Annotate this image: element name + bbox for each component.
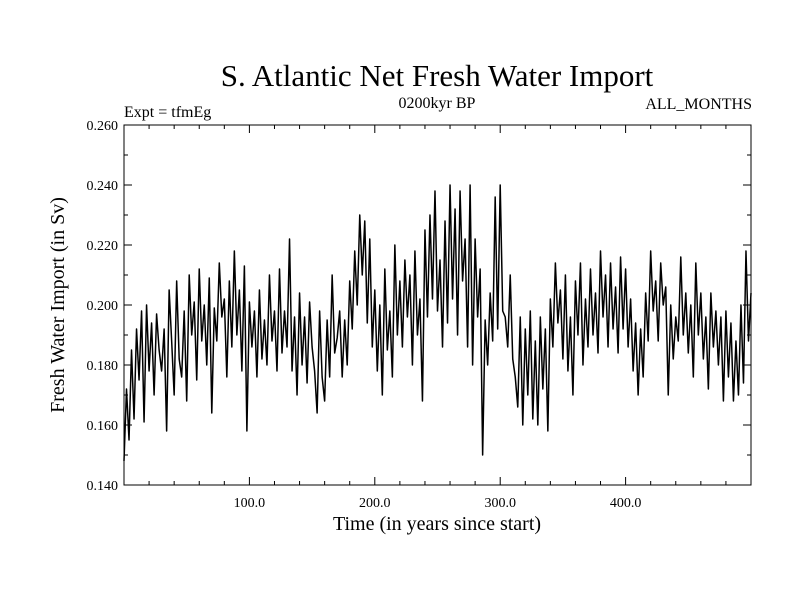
chart-subtitle: 0200kyr BP (399, 95, 476, 112)
y-tick-label: 0.180 (87, 359, 119, 374)
y-tick-label: 0.220 (87, 239, 119, 254)
experiment-label: Expt = tfmEg (124, 104, 211, 121)
y-tick-label: 0.140 (87, 479, 119, 494)
months-label: ALL_MONTHS (645, 96, 752, 113)
x-axis: 100.0 200.0 300.0 400.0 (148, 125, 727, 511)
x-axis-label: Time (in years since start) (333, 513, 541, 535)
x-tick-label: 200.0 (359, 496, 391, 511)
x-tick-label: 100.0 (234, 496, 266, 511)
y-tick-label: 0.240 (87, 179, 119, 194)
y-tick-label: 0.260 (87, 119, 119, 134)
y-tick-label: 0.160 (87, 419, 119, 434)
x-tick-label: 300.0 (484, 496, 516, 511)
y-axis-label: Fresh Water Import (in Sv) (47, 197, 69, 413)
chart-title: S. Atlantic Net Fresh Water Import (221, 58, 654, 93)
series-line (123, 184, 752, 462)
y-tick-label: 0.200 (87, 299, 119, 314)
x-tick-label: 400.0 (610, 496, 642, 511)
series-group (123, 184, 752, 462)
y-axis: 0.140 0.160 0.180 0.200 0.220 0.240 0.260 (87, 119, 751, 494)
